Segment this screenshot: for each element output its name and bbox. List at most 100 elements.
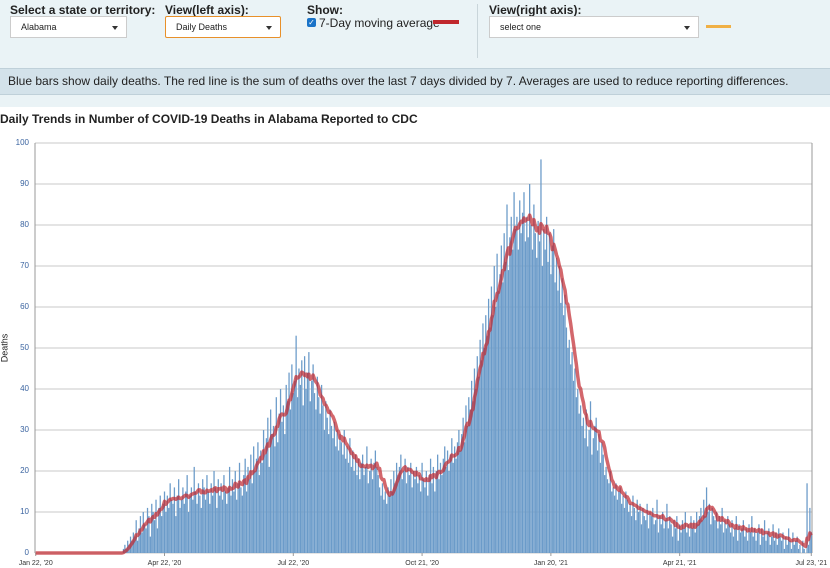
bar (724, 520, 726, 553)
bar (227, 487, 229, 553)
bar (221, 499, 224, 553)
bar (568, 339, 570, 553)
bar (463, 442, 466, 553)
bar (731, 520, 733, 553)
bar (473, 368, 476, 553)
bar (465, 405, 467, 553)
x-tick-label: Apr 21, '21 (663, 560, 697, 567)
bar (711, 507, 713, 553)
bar (475, 389, 477, 553)
bar (697, 524, 699, 553)
bar (605, 466, 607, 553)
bar (153, 520, 156, 553)
bar (210, 483, 212, 553)
bar (346, 446, 348, 553)
bar (506, 204, 508, 553)
bar (674, 528, 677, 553)
bar (159, 495, 161, 553)
bar (669, 516, 671, 553)
y-tick-label: 20 (20, 466, 29, 475)
bar (763, 520, 766, 553)
bar (771, 536, 773, 553)
bar (272, 425, 275, 553)
bar (693, 520, 695, 553)
y-tick-label: 100 (16, 138, 30, 147)
bar (561, 278, 563, 553)
bar (258, 475, 260, 553)
left-axis-select[interactable]: Daily Deaths (165, 16, 281, 38)
bar (316, 376, 318, 553)
bar (803, 548, 805, 553)
bar (282, 405, 285, 553)
bar (683, 528, 685, 553)
bar (500, 245, 502, 553)
bar (584, 438, 586, 553)
bar (231, 479, 234, 553)
bar (533, 204, 535, 553)
bar (442, 458, 444, 553)
bar (686, 532, 688, 553)
bar (700, 507, 702, 553)
bar (381, 483, 384, 553)
bar (145, 528, 147, 553)
bar (216, 507, 218, 553)
bar (769, 544, 771, 553)
bar (456, 442, 459, 553)
average-swatch (433, 20, 459, 24)
bar (487, 298, 490, 553)
bar (635, 520, 637, 553)
bar (223, 475, 225, 553)
bar (255, 458, 258, 553)
bar (275, 397, 277, 553)
bar (428, 475, 430, 553)
bar (241, 495, 243, 553)
bar (795, 540, 797, 553)
bar (176, 495, 178, 553)
bar (739, 532, 742, 553)
bar (680, 532, 682, 553)
checkbox-label[interactable]: 7-Day moving average (319, 16, 440, 30)
bar (156, 528, 159, 553)
bar (380, 495, 382, 553)
bar (439, 462, 442, 553)
bar (326, 417, 328, 553)
bar (411, 487, 413, 553)
bar (267, 417, 269, 553)
bar (427, 495, 429, 553)
bar (357, 458, 360, 553)
bar (782, 532, 784, 553)
bar (403, 471, 405, 553)
bar (437, 454, 439, 553)
bar (653, 524, 655, 553)
bar (762, 536, 764, 553)
bar (270, 409, 272, 553)
x-tick-label: Jan 20, '21 (534, 560, 568, 567)
bar (526, 216, 528, 554)
bar (386, 503, 388, 553)
bar (339, 434, 341, 553)
bar (758, 524, 760, 553)
bar (761, 528, 763, 553)
bar (384, 491, 386, 553)
bar (421, 462, 423, 553)
bar (775, 532, 777, 553)
bar (613, 495, 616, 553)
bar (350, 466, 352, 553)
checkbox[interactable]: ✓ (307, 18, 316, 27)
bar (592, 438, 594, 553)
bar (466, 425, 469, 553)
bar (789, 540, 791, 553)
bar (570, 364, 572, 553)
bar (615, 483, 617, 553)
bar (146, 507, 149, 553)
state-select[interactable]: Alabama (10, 16, 127, 38)
bar (572, 380, 575, 553)
right-axis-label: View(right axis): (489, 3, 582, 17)
bar (323, 430, 326, 553)
bar (189, 495, 191, 553)
bar (596, 450, 599, 553)
bar (558, 266, 561, 553)
bar (343, 430, 345, 553)
right-axis-select[interactable]: select one (489, 16, 699, 38)
bar (810, 532, 812, 553)
